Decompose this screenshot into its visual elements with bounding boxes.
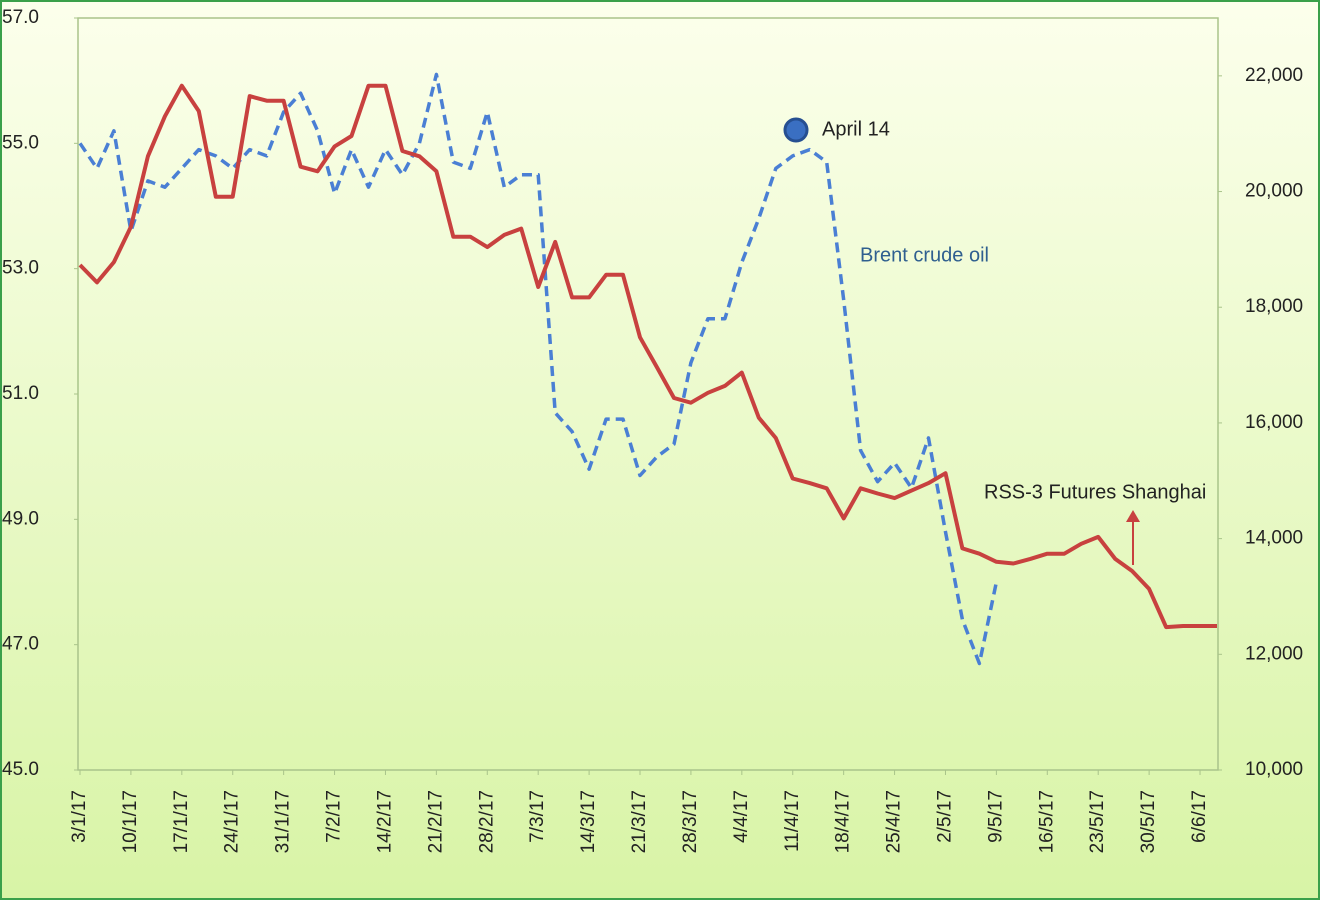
x-tick-label: 18/4/17 — [833, 790, 854, 853]
x-tick-label: 28/3/17 — [680, 790, 701, 853]
x-tick-label: 30/5/17 — [1138, 790, 1159, 853]
x-tick-label: 23/5/17 — [1087, 790, 1108, 853]
y-tick-label: 53.0 — [2, 258, 39, 279]
y2-tick-label: 20,000 — [1245, 181, 1303, 202]
annotation: April 14 — [822, 118, 890, 140]
x-tick-label: 25/4/17 — [884, 790, 905, 853]
annotation-arrowhead — [1126, 510, 1140, 522]
x-tick-label: 14/3/17 — [578, 790, 599, 853]
y2-tick-label: 16,000 — [1245, 412, 1303, 433]
x-tick-label: 24/1/17 — [222, 790, 243, 853]
y2-tick-label: 18,000 — [1245, 296, 1303, 317]
x-tick-label: 10/1/17 — [120, 790, 141, 853]
x-tick-label: 9/5/17 — [985, 790, 1006, 843]
y-tick-label: 55.0 — [2, 132, 39, 153]
x-tick-label: 14/2/17 — [374, 790, 395, 853]
x-tick-label: 16/5/17 — [1036, 790, 1057, 853]
x-tick-label: 11/4/17 — [782, 790, 803, 852]
y2-tick-label: 22,000 — [1245, 65, 1303, 86]
x-tick-label: 31/1/17 — [273, 790, 294, 853]
y2-tick-label: 14,000 — [1245, 528, 1303, 549]
y2-tick-label: 10,000 — [1245, 759, 1303, 780]
annotation: RSS-3 Futures Shanghai — [984, 481, 1206, 503]
x-tick-label: 28/2/17 — [476, 790, 497, 853]
x-tick-label: 21/3/17 — [629, 790, 650, 853]
y2-tick-label: 12,000 — [1245, 643, 1303, 664]
y-tick-label: 57.0 — [2, 7, 39, 28]
x-tick-label: 7/3/17 — [527, 790, 548, 843]
x-tick-label: 4/4/17 — [731, 790, 752, 843]
annotation: Brent crude oil — [860, 244, 989, 266]
y-tick-label: 51.0 — [2, 383, 39, 404]
series-line — [78, 83, 1217, 630]
x-tick-label: 6/6/17 — [1189, 790, 1210, 843]
series-line — [78, 72, 999, 666]
x-tick-label: 21/2/17 — [425, 790, 446, 853]
y-tick-label: 47.0 — [2, 634, 39, 655]
x-tick-label: 7/2/17 — [324, 790, 345, 843]
april-14-marker — [783, 117, 809, 143]
x-tick-label: 3/1/17 — [69, 790, 90, 843]
x-tick-label: 2/5/17 — [934, 790, 955, 843]
x-tick-label: 17/1/17 — [171, 790, 192, 853]
y-tick-label: 49.0 — [2, 508, 39, 529]
y-tick-label: 45.0 — [2, 759, 39, 780]
